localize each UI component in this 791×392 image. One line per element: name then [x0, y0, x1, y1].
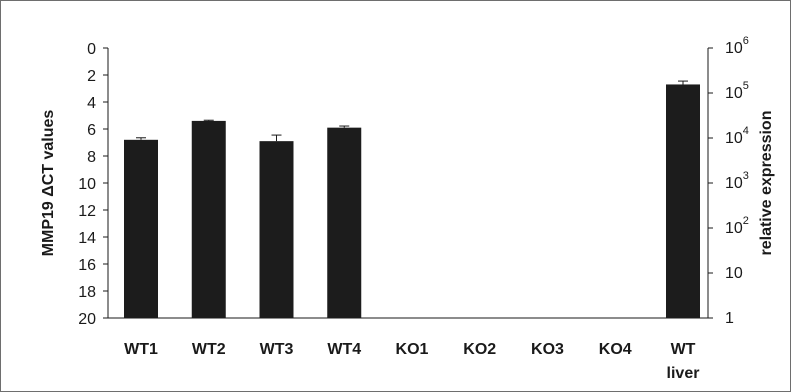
bar	[259, 141, 294, 318]
x-category-label: WT3	[260, 341, 294, 358]
left-y-tick-label: 14	[78, 230, 96, 247]
x-category-label: KO3	[531, 341, 564, 358]
left-y-tick-label: 8	[87, 149, 96, 166]
right-y-tick-label: 10	[725, 265, 743, 282]
right-y-tick-label: 1	[725, 310, 734, 327]
right-y-tick-label: 105	[725, 80, 749, 102]
right-y-tick-base: 10	[725, 265, 743, 282]
right-y-tick-base: 10	[725, 85, 743, 102]
left-y-tick-label: 6	[87, 122, 96, 139]
bar	[124, 139, 158, 318]
right-y-tick-label: 103	[725, 170, 749, 192]
bar	[666, 84, 700, 318]
x-category-label: WT2	[192, 341, 226, 358]
x-category-label: WT4	[327, 341, 361, 358]
right-y-tick-exponent: 6	[743, 35, 749, 47]
left-y-tick-label: 10	[78, 176, 96, 193]
x-category-label: WT1	[124, 341, 158, 358]
x-category-labels: WT1 WT2 WT3 WT4 KO1 KO2 KO3 KO4 WT liver	[124, 341, 699, 382]
right-y-tick-label: 102	[725, 215, 749, 237]
left-y-axis-title: MMP19 ΔCT values	[40, 110, 57, 257]
bar	[327, 127, 362, 319]
left-y-ticks: 0 2 4 6 8 10 12 14 16 18 20	[78, 41, 108, 328]
x-category-label: liver	[667, 365, 700, 382]
right-y-tick-label: 106	[725, 35, 749, 57]
right-y-tick-exponent: 2	[743, 215, 749, 227]
right-y-tick-exponent: 5	[743, 80, 749, 92]
bars	[124, 84, 700, 319]
x-category-label: KO2	[463, 341, 496, 358]
x-category-label: KO4	[599, 341, 632, 358]
right-y-tick-exponent: 4	[743, 125, 749, 137]
left-y-tick-label: 0	[87, 41, 96, 58]
right-y-tick-label: 104	[725, 125, 749, 147]
x-category-label: KO1	[396, 341, 429, 358]
left-y-tick-label: 20	[78, 311, 96, 328]
right-y-tick-exponent: 3	[743, 170, 749, 182]
right-y-tick-base: 10	[725, 175, 743, 192]
left-y-tick-label: 4	[87, 95, 96, 112]
right-y-axis-title: relative expression	[758, 111, 775, 256]
error-bars	[136, 80, 688, 142]
right-y-tick-base: 10	[725, 130, 743, 147]
left-y-tick-label: 16	[78, 257, 96, 274]
left-y-tick-label: 12	[78, 203, 96, 220]
left-y-tick-label: 2	[87, 68, 96, 85]
left-y-tick-label: 18	[78, 284, 96, 301]
bar	[191, 120, 226, 319]
x-category-label: WT	[671, 341, 696, 358]
right-y-tick-base: 1	[725, 310, 734, 327]
right-y-tick-base: 10	[725, 220, 743, 237]
right-y-tick-base: 10	[725, 40, 743, 57]
